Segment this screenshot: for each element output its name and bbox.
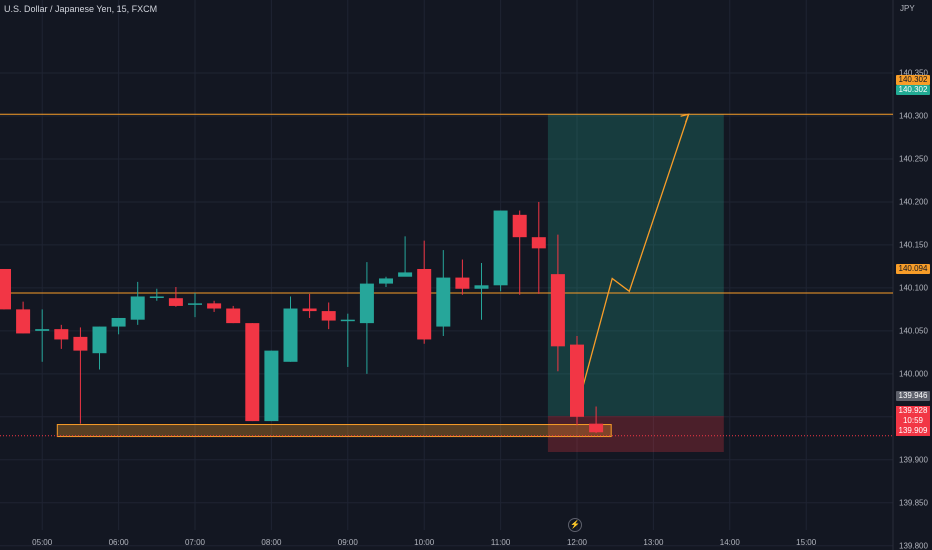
candle-body [188,303,202,305]
candle-body [16,309,31,334]
price-tick: 140.200 [899,197,928,207]
symbol-title[interactable]: U.S. Dollar / Japanese Yen, 15, FXCM [4,4,158,14]
entry-label: 139.946 [896,391,930,401]
candle-body [321,311,336,321]
candle-body [130,296,145,320]
candle-body [73,336,88,351]
candle-body [226,308,241,324]
time-tick: 09:00 [337,538,358,547]
projection-path [574,114,690,417]
lightning-icon[interactable]: ⚡ [568,518,582,532]
stop-label: 139.909 [898,426,928,435]
candle-body [570,344,584,417]
price-tick: 140.250 [899,154,928,164]
current-price-badge: 139.928 10:59 139.909 [896,406,930,436]
time-tick: 10:00 [414,538,435,547]
candle-body [149,296,164,298]
time-tick: 05:00 [32,538,53,547]
candle-body [340,319,355,322]
candle-body [589,423,604,433]
time-tick: 06:00 [108,538,129,547]
price-tick: 140.100 [899,283,928,293]
price-tick: 140.050 [899,326,928,336]
price-tick: 140.300 [899,111,928,121]
currency-unit: JPY [900,4,915,13]
price-tick: 139.900 [899,455,928,465]
grid [0,0,894,550]
time-tick: 13:00 [643,538,664,547]
price-tick: 139.850 [899,498,928,508]
candle-body [493,210,508,286]
price-tick: 139.800 [899,541,928,550]
resistance-level-label: 140.094 [896,264,930,274]
current-price-value: 139.928 [898,406,928,415]
candle-body [207,303,222,309]
price-tick: 140.000 [899,369,928,379]
candle-body [92,326,107,354]
candle-body [264,350,279,422]
candle-body [168,298,183,306]
candle-body [379,278,393,284]
candle-body [474,285,489,289]
price-tick: 140.350 [899,68,928,78]
time-tick: 08:00 [261,538,282,547]
candle-body [417,268,432,340]
time-tick: 11:00 [490,538,511,547]
candle-body [550,274,565,347]
time-tick: 15:00 [796,538,817,547]
price-tick: 140.150 [899,240,928,250]
projection-arrow-head [680,113,690,123]
target-level-label: 140.302 [896,75,930,85]
candle-body [512,214,527,238]
time-tick: 07:00 [184,538,206,547]
candle-body [283,308,298,362]
candle-body [302,308,317,312]
candle-body [436,277,451,327]
candle-body [54,329,69,340]
target-position-label: 140.302 [896,85,930,95]
candle-body [0,268,11,310]
time-tick: 14:00 [719,538,740,547]
candle-body [35,329,50,331]
candle-body [359,283,374,324]
candle-body [531,237,546,249]
candle-body [245,323,260,422]
candle-body [398,272,413,277]
candle-body [111,317,126,327]
bar-countdown: 10:59 [902,416,924,425]
candles [0,201,604,434]
time-tick: 12:00 [566,538,588,547]
demand-zone [56,424,612,438]
candle-body [455,277,470,289]
